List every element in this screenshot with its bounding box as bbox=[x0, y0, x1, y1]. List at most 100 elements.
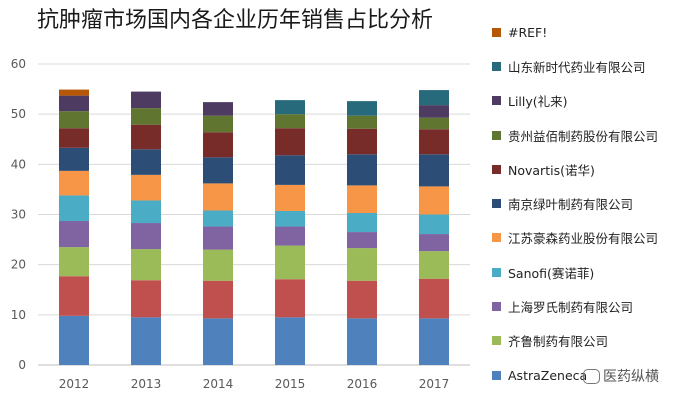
grid-lines bbox=[38, 63, 470, 366]
bar-segment bbox=[203, 102, 233, 116]
bar-segment bbox=[419, 129, 449, 155]
bar-segment bbox=[131, 317, 161, 365]
bar-segment bbox=[275, 245, 305, 280]
legend-swatch bbox=[492, 233, 501, 243]
bar-segment bbox=[419, 154, 449, 187]
bar-segment bbox=[59, 195, 89, 222]
bar-segment bbox=[131, 91, 161, 109]
y-tick-label: 0 bbox=[18, 358, 26, 372]
x-axis-ticks: 2012 2013 2014 2015 2016 2017 bbox=[59, 377, 450, 391]
wechat-icon bbox=[583, 368, 600, 384]
bars bbox=[59, 89, 449, 365]
legend-label: 齐鲁制药有限公司 bbox=[508, 334, 609, 350]
bar-segment bbox=[203, 226, 233, 250]
legend: #REF! 山东新时代药业有限公司 Lilly(礼来) 贵州益佰制药股份有限公司 Nov… bbox=[492, 15, 692, 392]
x-tick-label: 2014 bbox=[203, 377, 234, 391]
y-tick-label: 60 bbox=[11, 57, 26, 71]
legend-label: #REF! bbox=[508, 24, 548, 40]
x-tick-label: 2013 bbox=[131, 377, 162, 391]
bar-segment bbox=[59, 128, 89, 148]
bar-segment bbox=[203, 132, 233, 158]
bar-segment bbox=[203, 210, 233, 227]
bar-segment bbox=[131, 223, 161, 250]
legend-item: Sanofi(赛诺菲) bbox=[492, 255, 692, 289]
y-tick-label: 30 bbox=[11, 208, 26, 222]
bar-segment bbox=[131, 174, 161, 201]
legend-item: AstraZeneca bbox=[492, 358, 692, 392]
bar-segment bbox=[275, 114, 305, 129]
legend-swatch bbox=[492, 370, 501, 380]
bar-segment bbox=[131, 108, 161, 125]
bar-segment bbox=[347, 154, 377, 186]
bar-segment bbox=[347, 232, 377, 249]
bar-segment bbox=[203, 249, 233, 281]
legend-item: 上海罗氏制药有限公司 bbox=[492, 289, 692, 323]
legend-swatch bbox=[492, 96, 501, 106]
legend-label: 江苏豪森药业股份有限公司 bbox=[508, 231, 659, 247]
bar-segment bbox=[131, 149, 161, 175]
bar-segment bbox=[419, 318, 449, 365]
legend-item: 江苏豪森药业股份有限公司 bbox=[492, 221, 692, 255]
bar-segment bbox=[59, 147, 89, 171]
x-tick-label: 2015 bbox=[275, 377, 306, 391]
legend-swatch bbox=[492, 199, 501, 209]
bar-segment bbox=[203, 318, 233, 365]
bar-segment bbox=[203, 157, 233, 184]
y-tick-label: 50 bbox=[11, 107, 26, 121]
bar-segment bbox=[59, 315, 89, 365]
bar-segment bbox=[131, 280, 161, 318]
chart-plot: 0 10 20 30 40 50 60 2012 2013 2014 2015 2016 2017 bbox=[11, 57, 470, 391]
legend-swatch bbox=[492, 164, 501, 174]
legend-swatch bbox=[492, 61, 501, 71]
bar-segment bbox=[419, 251, 449, 279]
legend-swatch bbox=[492, 336, 501, 346]
bar-segment bbox=[131, 124, 161, 150]
y-tick-label: 40 bbox=[11, 157, 26, 171]
bar-segment bbox=[275, 184, 305, 211]
legend-swatch bbox=[492, 27, 501, 37]
legend-item: 贵州益佰制药股份有限公司 bbox=[492, 118, 692, 152]
legend-label: Sanofi(赛诺菲) bbox=[508, 265, 595, 281]
x-tick-label: 2016 bbox=[347, 377, 378, 391]
bar-segment bbox=[275, 128, 305, 156]
legend-label: AstraZeneca bbox=[508, 367, 588, 383]
bar-segment bbox=[275, 226, 305, 246]
bar-segment bbox=[203, 183, 233, 211]
y-tick-label: 10 bbox=[11, 308, 26, 322]
bar-segment bbox=[347, 128, 377, 155]
bar-segment bbox=[131, 249, 161, 281]
bar-segment bbox=[419, 278, 449, 319]
bar-segment bbox=[59, 247, 89, 277]
bar-segment bbox=[275, 155, 305, 185]
y-axis-ticks: 0 10 20 30 40 50 60 bbox=[11, 57, 26, 372]
bar-segment bbox=[419, 234, 449, 252]
bar-segment bbox=[419, 90, 449, 106]
bar-segment bbox=[419, 105, 449, 118]
legend-item: 齐鲁制药有限公司 bbox=[492, 324, 692, 358]
bar-segment bbox=[275, 100, 305, 115]
bar-segment bbox=[59, 170, 89, 196]
bar-segment bbox=[347, 101, 377, 116]
legend-swatch bbox=[492, 267, 501, 277]
bar-segment bbox=[347, 115, 377, 129]
bar-segment bbox=[275, 210, 305, 227]
legend-label: 上海罗氏制药有限公司 bbox=[508, 300, 634, 316]
bar-segment bbox=[275, 317, 305, 365]
legend-item: Lilly(礼来) bbox=[492, 84, 692, 118]
chart-title: 抗肿瘤市场国内各企业历年销售占比分析 bbox=[36, 8, 433, 33]
bar-segment bbox=[59, 221, 89, 248]
x-tick-label: 2012 bbox=[59, 377, 90, 391]
bar-segment bbox=[419, 186, 449, 215]
legend-label: 山东新时代药业有限公司 bbox=[508, 59, 646, 75]
legend-label: Novartis(诺华) bbox=[508, 162, 595, 178]
bar-segment bbox=[59, 95, 89, 112]
bar-segment bbox=[347, 280, 377, 319]
legend-label: 贵州益佰制药股份有限公司 bbox=[508, 128, 659, 144]
y-tick-label: 20 bbox=[11, 258, 26, 272]
legend-item: #REF! bbox=[492, 15, 692, 49]
legend-item: 南京绿叶制药有限公司 bbox=[492, 186, 692, 220]
bar-segment bbox=[419, 117, 449, 130]
bar-segment bbox=[347, 248, 377, 281]
x-tick-label: 2017 bbox=[419, 377, 450, 391]
bar-segment bbox=[59, 89, 89, 96]
